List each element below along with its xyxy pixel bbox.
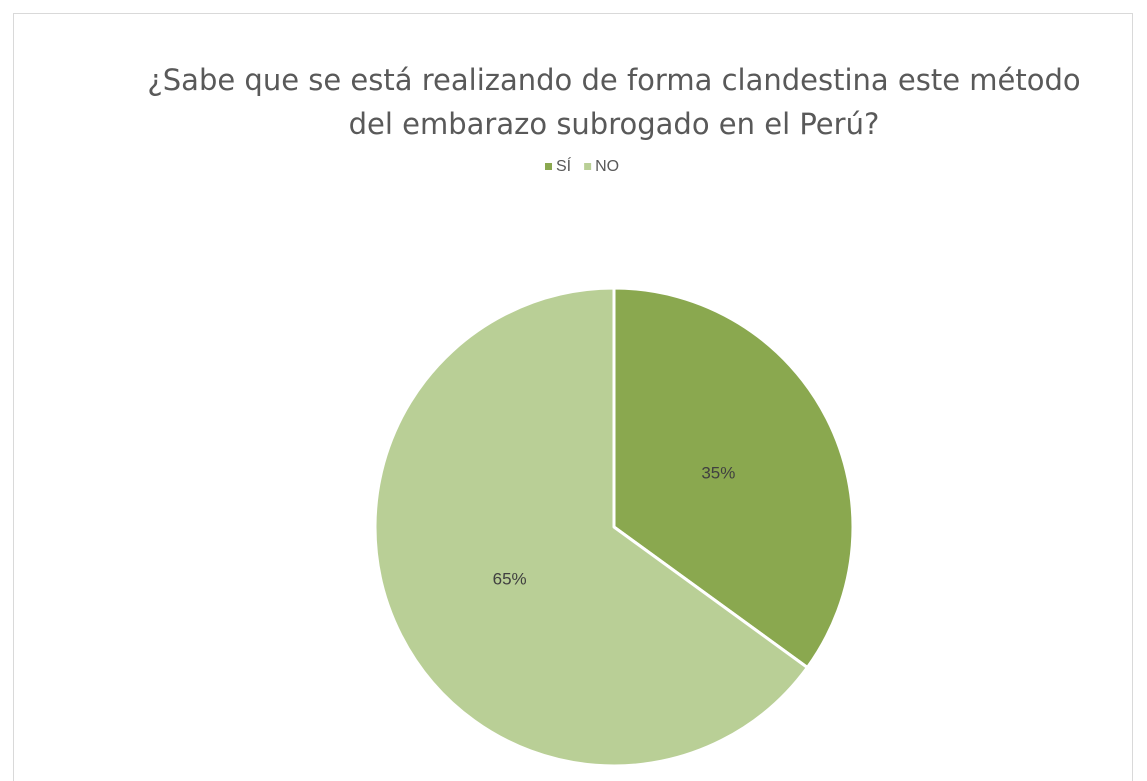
pie-slice [612,286,855,669]
data-label: 35% [701,463,735,482]
legend-swatch [545,163,552,170]
chart-title: ¿Sabe que se está realizando de forma cl… [147,63,1081,141]
legend-label: NO [595,158,619,175]
legend-swatch [584,163,592,170]
data-label: 65% [493,570,527,589]
chart-frame [13,13,1133,781]
pie-slice [373,286,809,768]
legend-label: SÍ [556,156,572,175]
